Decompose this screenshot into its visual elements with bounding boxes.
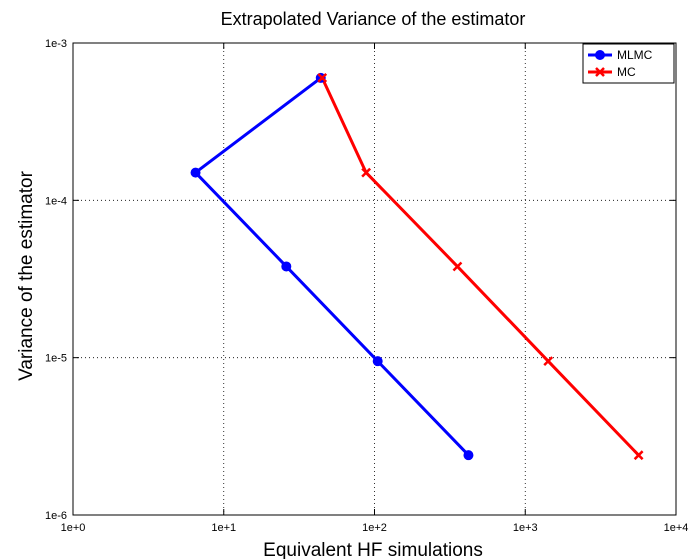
x-axis-label: Equivalent HF simulations: [263, 540, 483, 559]
series-markers: [190, 72, 644, 461]
y-axis-label: Variance of the estimator: [16, 170, 37, 380]
data-point-mc: [543, 356, 554, 367]
series-lines: [194, 76, 640, 457]
y-tick-label: 1e-6: [45, 510, 67, 522]
legend-marker-mlmc: [595, 50, 605, 60]
data-point-mc: [361, 167, 372, 178]
data-point-mlmc: [281, 261, 292, 272]
x-tick-label: 1e+3: [513, 522, 538, 534]
tick-labels: 1e+0 1e+1 1e+2 1e+3 1e+4 1e-6 1e-5 1e-4 1e-3: [45, 38, 688, 534]
axis-ticks: [72, 42, 677, 516]
data-point-mc: [317, 73, 328, 83]
x-tick-label: 1e+2: [362, 522, 387, 534]
legend-label-mc: MC: [617, 65, 636, 79]
data-point-mlmc: [190, 167, 201, 178]
data-point-mlmc: [372, 356, 383, 367]
y-tick-label: 1e-5: [45, 353, 67, 365]
legend-label-mlmc: MLMC: [617, 48, 653, 62]
x-tick-label: 1e+4: [664, 522, 689, 534]
data-point-mlmc: [463, 450, 474, 461]
data-point-mc: [452, 261, 463, 272]
series-line-mc: [320, 77, 640, 457]
legend-marker-mc: [595, 67, 605, 77]
legend: MLMC MC: [582, 43, 675, 84]
chart-title: Extrapolated Variance of the estimator: [221, 9, 526, 29]
y-tick-label: 1e-3: [45, 38, 67, 50]
x-tick-label: 1e+0: [61, 522, 86, 534]
x-tick-label: 1e+1: [211, 522, 236, 534]
data-point-mc: [633, 450, 644, 461]
y-tick-label: 1e-4: [45, 195, 67, 207]
series-line-mlmc: [194, 76, 470, 457]
grid-lines: [73, 43, 676, 515]
